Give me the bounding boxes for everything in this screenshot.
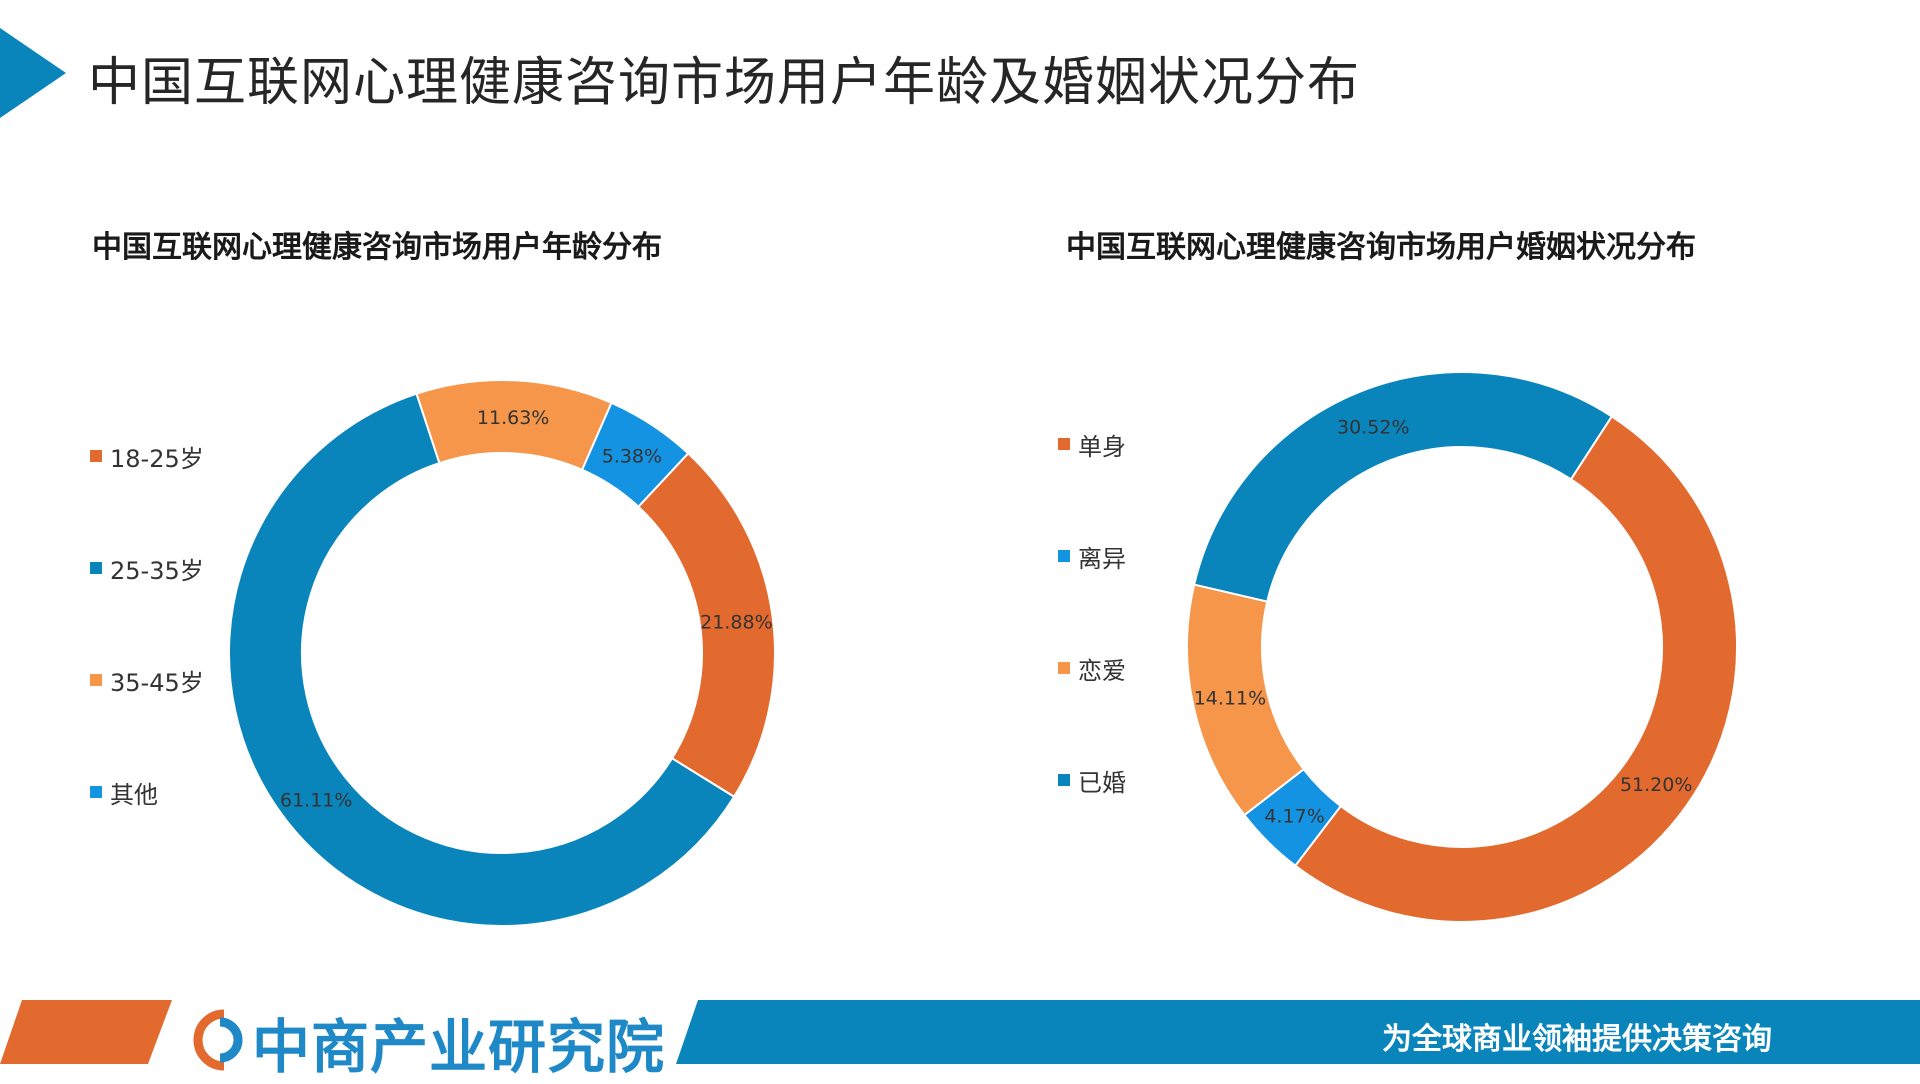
- donut-slice: [1192, 371, 1614, 603]
- slice-data-label: 61.11%: [280, 789, 352, 811]
- age-chart-legend: 18-25岁 25-35岁 35-45岁 其他: [90, 442, 204, 890]
- legend-swatch: [1058, 438, 1070, 450]
- legend-swatch: [90, 786, 102, 798]
- footer-orange-stripe: [0, 1000, 172, 1064]
- legend-label: 25-35岁: [110, 556, 204, 585]
- legend-label: 恋爱: [1078, 656, 1126, 685]
- legend-label: 18-25岁: [110, 444, 204, 473]
- legend-item: 其他: [90, 778, 204, 809]
- marital-chart-title: 中国互联网心理健康咨询市场用户婚姻状况分布: [1066, 230, 1696, 265]
- donut-slice: [228, 392, 736, 927]
- page-title: 中国互联网心理健康咨询市场用户年龄及婚姻状况分布: [88, 53, 1361, 113]
- legend-item: 单身: [1058, 430, 1126, 461]
- legend-label: 35-45岁: [110, 668, 204, 697]
- donut-slice: [1293, 414, 1738, 923]
- slice-data-label: 11.63%: [477, 407, 549, 429]
- legend-item: 35-45岁: [90, 666, 204, 697]
- legend-swatch: [1058, 662, 1070, 674]
- donut-slice: [580, 401, 690, 509]
- footer-slogan: 为全球商业领袖提供决策咨询: [1382, 1022, 1772, 1057]
- slice-data-label: 4.17%: [1264, 805, 1324, 827]
- slice-data-label: 5.38%: [602, 445, 662, 467]
- legend-label: 其他: [110, 780, 158, 809]
- legend-label: 已婚: [1078, 768, 1126, 797]
- legend-swatch: [1058, 550, 1070, 562]
- brand-logo-icon: [193, 1009, 243, 1071]
- header-arrow-icon: [0, 28, 66, 118]
- brand-name: 中商产业研究院: [252, 1013, 666, 1081]
- legend-item: 恋爱: [1058, 654, 1126, 685]
- legend-item: 离异: [1058, 542, 1126, 573]
- slice-data-label: 21.88%: [700, 612, 772, 634]
- age-chart-title: 中国互联网心理健康咨询市场用户年龄分布: [92, 230, 662, 265]
- slice-data-label: 51.20%: [1620, 774, 1692, 796]
- age-donut-chart: 21.88% 61.11% 11.63% 5.38%: [228, 379, 776, 927]
- legend-item: 已婚: [1058, 766, 1126, 797]
- legend-swatch: [90, 674, 102, 686]
- legend-label: 单身: [1078, 432, 1126, 461]
- marital-donut-chart: 51.20% 4.17% 14.11% 30.52%: [1186, 371, 1738, 923]
- slice-data-label: 14.11%: [1194, 687, 1266, 709]
- marital-chart-legend: 单身 离异 恋爱 已婚: [1058, 430, 1126, 878]
- legend-item: 18-25岁: [90, 442, 204, 473]
- legend-item: 25-35岁: [90, 554, 204, 585]
- slice-data-label: 30.52%: [1337, 417, 1409, 439]
- legend-swatch: [1058, 774, 1070, 786]
- footer-banner: [0, 1000, 1920, 1071]
- legend-swatch: [90, 562, 102, 574]
- legend-label: 离异: [1078, 544, 1126, 573]
- footer-blue-stripe: [676, 1000, 1920, 1064]
- legend-swatch: [90, 450, 102, 462]
